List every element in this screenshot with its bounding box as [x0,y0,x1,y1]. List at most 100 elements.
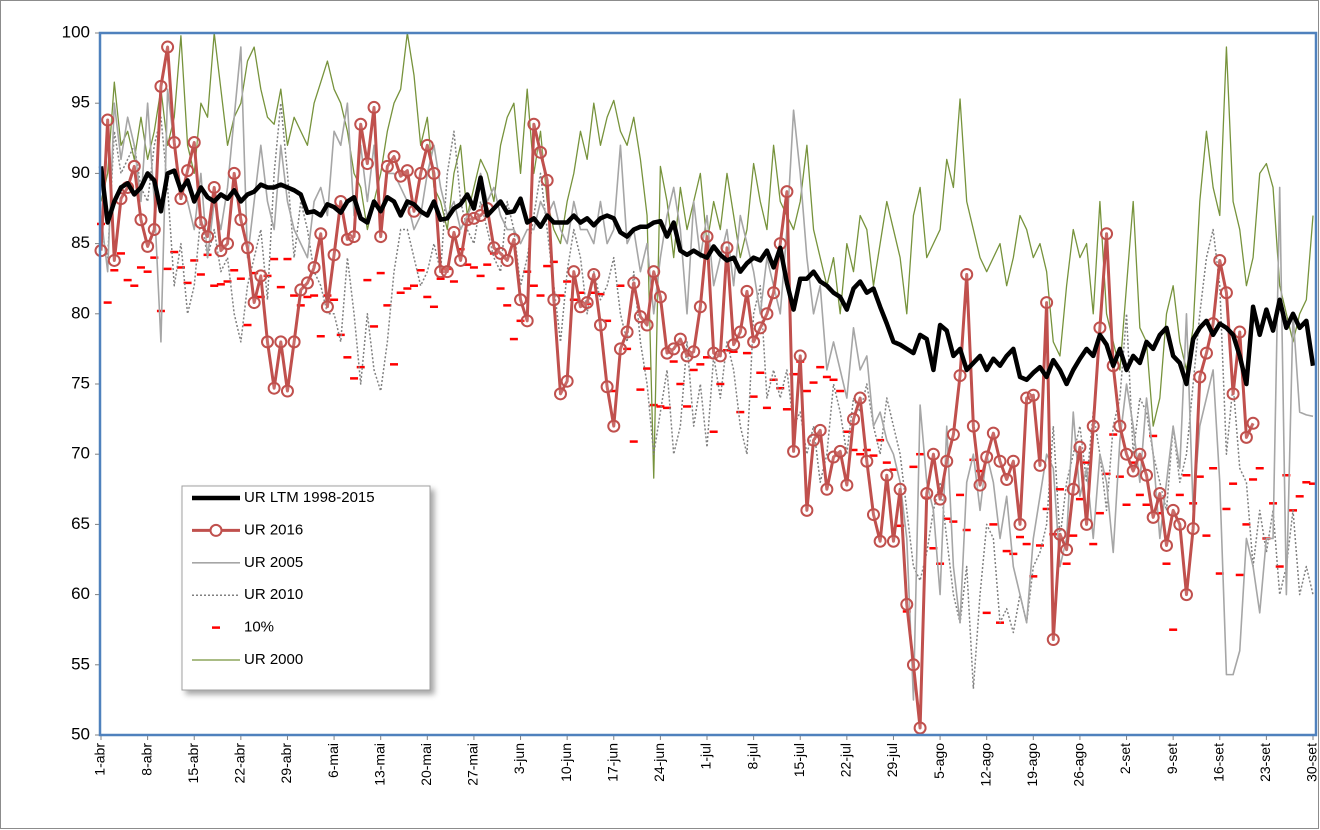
x-tick-label: 20-mai [418,743,434,786]
point [1113,419,1127,433]
x-tick-label: 26-ago [1071,743,1087,787]
point [893,482,907,496]
point [946,428,960,442]
point [720,241,734,255]
y-tick-label: 70 [71,444,90,463]
point [667,342,681,356]
point [267,381,281,395]
point [933,492,947,506]
point [820,482,834,496]
point [201,230,215,244]
x-tick-label: 17-jun [604,743,620,782]
point [753,321,767,335]
point [866,508,880,522]
point [514,293,528,307]
legend-label: UR 2010 [244,586,303,603]
point [254,269,268,283]
point [940,454,954,468]
point [1066,482,1080,496]
point [1040,296,1054,310]
point [600,380,614,394]
point [300,276,314,290]
point [633,310,647,324]
point [613,342,627,356]
point [593,318,607,332]
x-tick-label: 30-set [1304,743,1320,782]
point [1060,543,1074,557]
point [327,248,341,262]
point [414,166,428,180]
point [580,296,594,310]
point [733,325,747,339]
point [1020,391,1034,405]
point [247,296,261,310]
point [693,300,707,314]
x-tick-label: 23-set [1257,743,1273,782]
x-tick-label: 24-jun [651,743,667,782]
point [280,384,294,398]
point [174,192,188,206]
point [374,230,388,244]
x-tick-label: 9-set [1164,743,1180,774]
point [840,478,854,492]
legend-label: 10% [244,619,274,636]
series-line [100,46,1314,701]
point [380,159,394,173]
x-tick-label: 13-mai [371,743,387,786]
point [707,346,721,360]
point [713,349,727,363]
point [980,450,994,464]
point [553,387,567,401]
point [620,325,634,339]
x-tick-label: 12-ago [977,743,993,787]
point [953,369,967,383]
point [1179,588,1193,602]
point [1093,321,1107,335]
point [1140,468,1154,482]
point [141,239,155,253]
y-tick-label: 55 [71,654,90,673]
point [307,260,321,274]
point [700,230,714,244]
point [1053,527,1067,541]
y-tick-label: 60 [71,584,90,603]
point [900,597,914,611]
point [787,444,801,458]
point [1120,447,1134,461]
point [547,293,561,307]
point [134,213,148,227]
point [1193,370,1207,384]
point [960,267,974,281]
point [800,503,814,517]
point [260,335,274,349]
x-tick-label: 22-abr [232,743,248,784]
series-line [100,102,1314,690]
point [1086,419,1100,433]
x-tick-label: 1-jul [698,743,714,769]
plot-area [94,32,1317,740]
point [234,213,248,227]
point [221,237,235,251]
x-tick-label: 8-abr [138,743,154,776]
point [340,232,354,246]
point [447,225,461,239]
point [587,267,601,281]
x-tick-label: 10-jun [558,743,574,782]
point [534,145,548,159]
point [154,79,168,93]
point [760,307,774,321]
x-tick-label: 29-jul [884,743,900,777]
point [540,173,554,187]
point [926,447,940,461]
point [167,136,181,150]
x-tick-label: 27-mai [465,743,481,786]
point [1000,472,1014,486]
y-tick-label: 65 [71,514,90,533]
point [1226,387,1240,401]
x-tick-label: 6-mai [325,743,341,778]
point [320,300,334,314]
point [860,454,874,468]
x-tick-label: 8-jul [744,743,760,769]
point [347,230,361,244]
